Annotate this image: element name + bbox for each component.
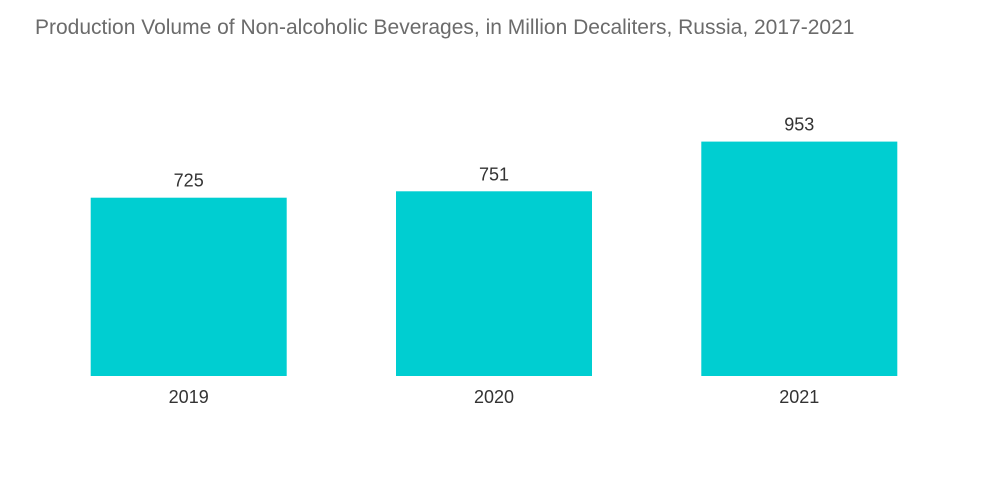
value-label-2021: 953 xyxy=(784,115,814,135)
chart-title: Production Volume of Non-alcoholic Bever… xyxy=(35,16,855,39)
bar-2021 xyxy=(701,141,898,376)
x-tick-label-2021: 2021 xyxy=(779,387,819,407)
bars-layer xyxy=(90,141,898,376)
x-tick-label-2020: 2020 xyxy=(474,387,514,407)
x-axis-tick-labels: 2019 2020 2021 xyxy=(169,387,820,407)
value-labels-layer: 725 751 953 xyxy=(174,115,815,191)
x-tick-label-2019: 2019 xyxy=(169,387,209,407)
value-label-2019: 725 xyxy=(174,171,204,191)
bar-2020 xyxy=(396,191,592,376)
value-label-2020: 751 xyxy=(479,164,509,184)
bar-2019 xyxy=(90,197,287,376)
